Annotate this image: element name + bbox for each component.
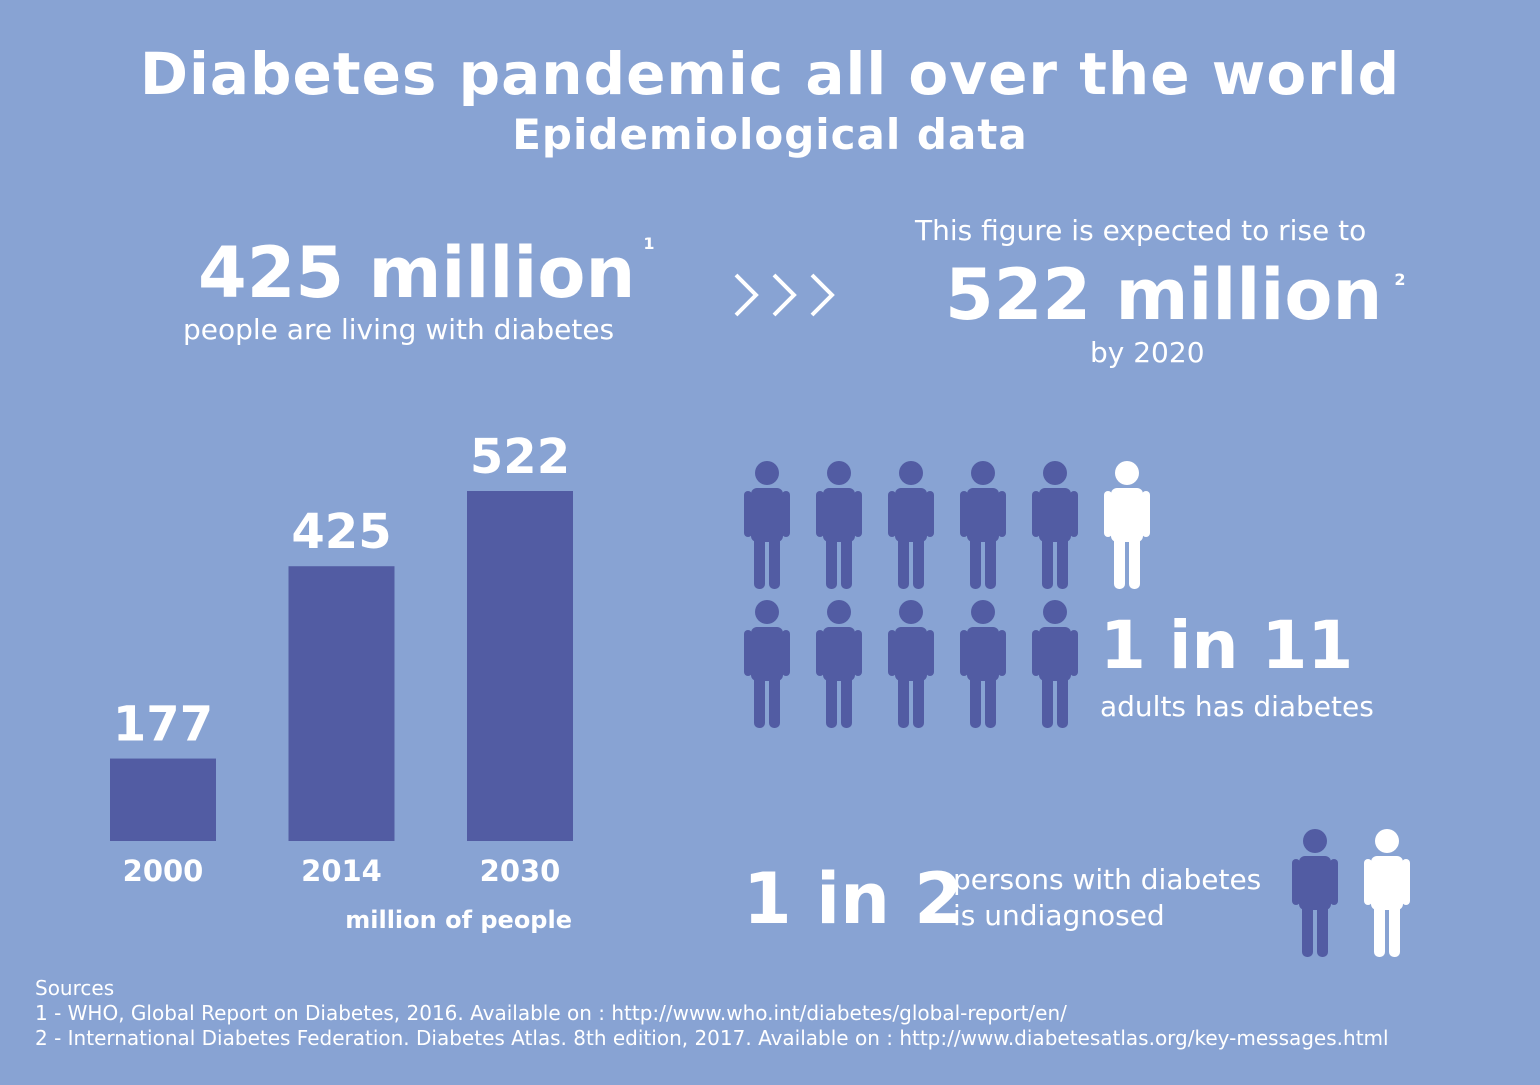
forecast-intro: This figure is expected to rise to — [915, 214, 1367, 247]
person-icon — [1032, 461, 1078, 589]
sources-heading: Sources — [35, 976, 115, 1000]
adults-ratio-caption: adults has diabetes — [1100, 690, 1374, 723]
forecast-stat-caption: by 2020 — [1090, 336, 1205, 369]
bar-2000 — [110, 758, 216, 841]
person-icon — [744, 600, 790, 728]
data-label-2000: 177 — [113, 697, 213, 753]
undiagnosed-ratio-value: 1 in 2 — [743, 858, 963, 940]
bar-2030 — [467, 491, 573, 841]
person-icon — [744, 461, 790, 589]
forecast-stat-value: 522 million — [945, 254, 1383, 336]
person-icon — [1032, 600, 1078, 728]
sources-block: Sources 1 - WHO, Global Report on Diabet… — [35, 976, 1389, 1051]
undiagnosed-caption-line2: is undiagnosed — [953, 899, 1165, 932]
person-icon — [1292, 829, 1338, 957]
person-icon — [888, 600, 934, 728]
current-stat-footnote: 1 — [643, 234, 655, 253]
forecast-stat-block: 522 million 2 — [945, 254, 1405, 336]
bar-chart: 177 2000 425 2014 522 2030 million of people — [110, 429, 573, 934]
page-subtitle: Epidemiological data — [512, 110, 1028, 159]
page-title: Diabetes pandemic all over the world — [139, 40, 1401, 108]
adults-ratio-value: 1 in 11 — [1100, 607, 1354, 684]
person-icon — [1364, 829, 1410, 957]
person-icon — [960, 461, 1006, 589]
person-icon — [1104, 461, 1150, 589]
people-grid-1-in-11 — [744, 461, 1150, 728]
forecast-stat-footnote: 2 — [1394, 270, 1406, 289]
x-axis-label: million of people — [345, 906, 572, 934]
source-item-2: 2 - International Diabetes Federation. D… — [35, 1026, 1389, 1050]
person-icon — [816, 461, 862, 589]
people-pair-1-in-2 — [1292, 829, 1410, 957]
bar-2014 — [288, 566, 395, 841]
tick-label-2014: 2014 — [301, 854, 382, 888]
undiagnosed-caption-line1: persons with diabetes — [953, 863, 1262, 896]
current-stat-block: 425 million 1 — [198, 232, 654, 314]
tick-label-2000: 2000 — [123, 854, 204, 888]
triple-chevron-right-icon — [734, 273, 835, 317]
source-item-1: 1 - WHO, Global Report on Diabetes, 2016… — [35, 1001, 1067, 1025]
current-stat-caption: people are living with diabetes — [183, 313, 615, 346]
tick-label-2030: 2030 — [480, 854, 561, 888]
data-label-2014: 425 — [291, 504, 391, 560]
person-icon — [888, 461, 934, 589]
data-label-2030: 522 — [470, 429, 570, 485]
person-icon — [960, 600, 1006, 728]
current-stat-value: 425 million — [198, 232, 636, 314]
person-icon — [816, 600, 862, 728]
